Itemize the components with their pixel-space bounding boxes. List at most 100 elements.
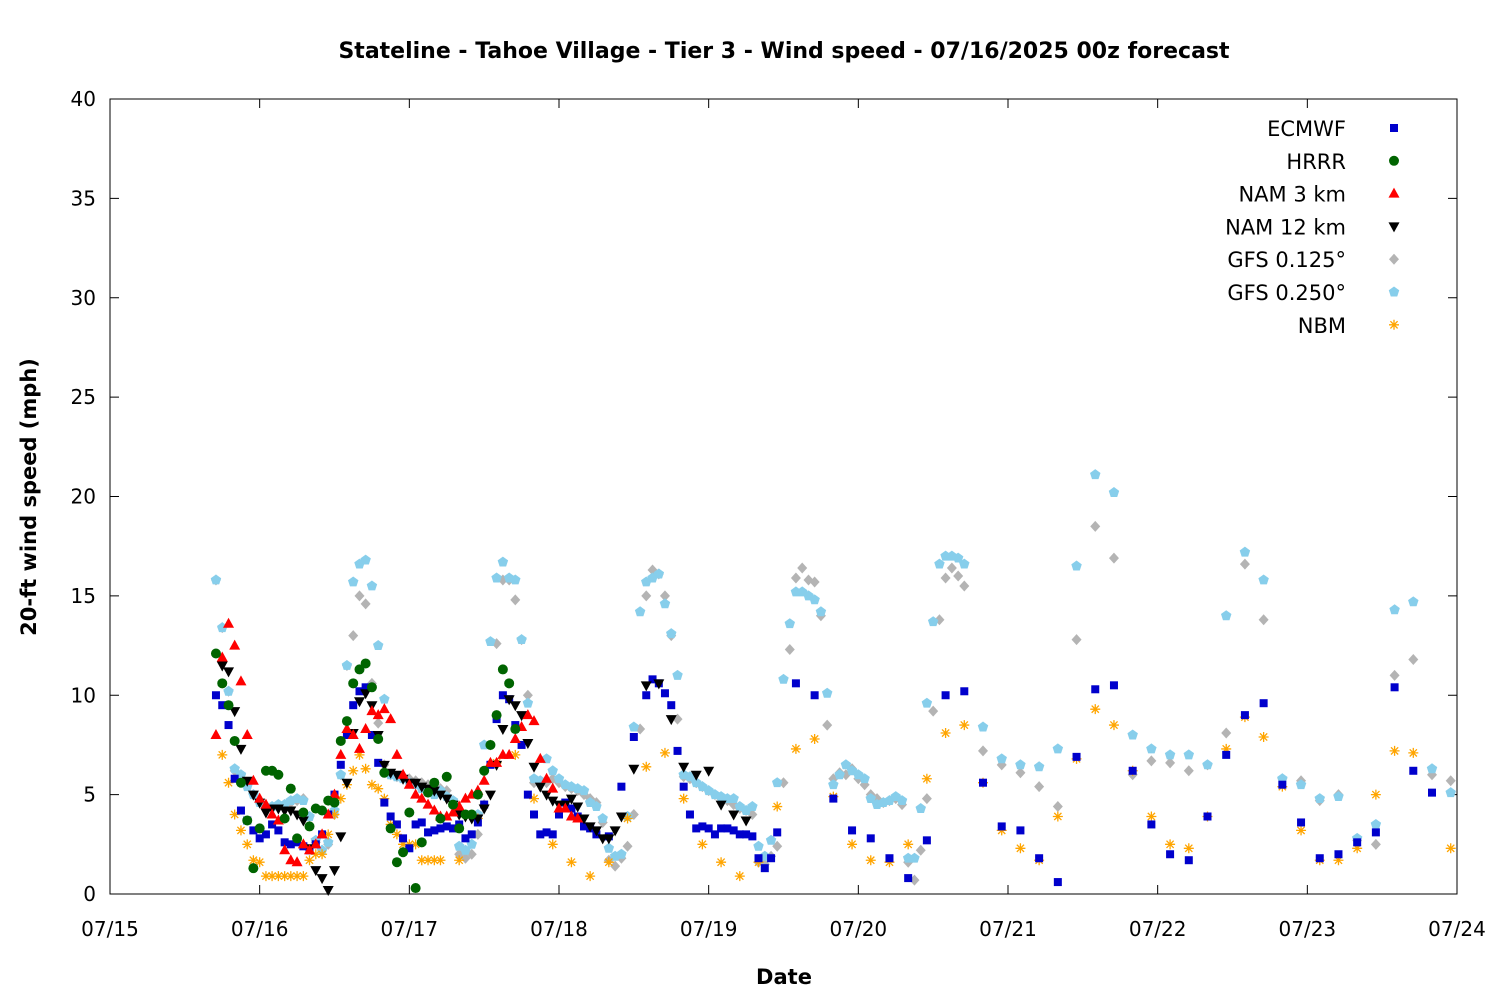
data-point: [685, 810, 694, 819]
data-point: [372, 640, 384, 651]
data-point: [541, 772, 553, 783]
data-point: [472, 789, 483, 800]
data-point: [1052, 743, 1064, 754]
data-point: [1183, 765, 1194, 777]
data-point: [260, 798, 272, 809]
data-point: [542, 828, 551, 837]
data-point: [1445, 843, 1456, 854]
data-point: [1222, 750, 1231, 759]
data-point: [921, 697, 933, 708]
data-point: [679, 782, 688, 791]
data-point: [834, 769, 845, 780]
data-point: [1297, 818, 1306, 827]
data-point: [428, 804, 440, 815]
data-point: [548, 830, 557, 839]
data-point: [678, 762, 690, 773]
data-point: [459, 792, 471, 803]
data-point: [235, 675, 247, 686]
data-point: [378, 703, 390, 714]
data-point: [1128, 766, 1137, 775]
data-point: [217, 678, 228, 689]
data-point: [317, 849, 328, 860]
data-point: [360, 598, 371, 610]
data-point: [703, 766, 715, 777]
data-point: [1033, 761, 1045, 772]
data-point: [710, 830, 719, 839]
x-tick-label: 07/23: [1279, 917, 1337, 941]
data-point: [960, 687, 969, 696]
data-point: [273, 769, 284, 780]
series-ecmwf: [211, 675, 1437, 887]
data-point: [790, 572, 801, 584]
x-tick-label: 07/21: [979, 917, 1037, 941]
data-point: [659, 747, 670, 758]
data-point: [478, 774, 490, 785]
data-point: [335, 793, 346, 804]
legend-label: NAM 12 km: [1225, 215, 1346, 239]
data-point: [1203, 812, 1212, 821]
data-point: [1428, 788, 1437, 797]
data-point: [236, 806, 245, 815]
data-point: [417, 818, 426, 827]
data-point: [411, 820, 420, 829]
data-point: [590, 826, 602, 837]
data-point: [1295, 779, 1307, 790]
data-point: [385, 713, 397, 724]
data-point: [1164, 749, 1176, 760]
data-point: [1445, 787, 1456, 798]
data-point: [516, 634, 527, 645]
data-point: [585, 871, 596, 882]
legend-marker: [1389, 155, 1399, 166]
data-point: [347, 729, 359, 739]
data-point: [771, 777, 783, 788]
data-point: [285, 871, 296, 882]
data-point: [603, 857, 614, 868]
data-point: [772, 801, 783, 812]
data-point: [1314, 793, 1325, 804]
data-point: [760, 864, 769, 873]
data-point: [555, 810, 563, 819]
legend-marker: [1388, 222, 1400, 233]
data-point: [279, 813, 290, 824]
data-point: [603, 834, 615, 845]
data-point: [1370, 818, 1382, 829]
data-point: [229, 735, 240, 746]
data-point: [498, 691, 507, 700]
data-point: [934, 558, 945, 569]
data-point: [904, 874, 913, 883]
data-point: [728, 810, 740, 821]
data-point: [603, 842, 615, 853]
plot-marks: [210, 469, 1456, 897]
data-point: [285, 854, 297, 865]
data-point: [516, 711, 528, 722]
data-point: [1127, 729, 1138, 740]
data-point: [640, 681, 652, 692]
data-point: [536, 830, 545, 839]
data-point: [268, 820, 277, 829]
data-point: [659, 590, 670, 602]
data-point: [959, 558, 970, 569]
data-point: [497, 725, 509, 736]
data-point: [341, 659, 353, 670]
data-point: [1445, 775, 1456, 787]
data-point: [1165, 757, 1176, 769]
data-point: [297, 838, 309, 849]
data-point: [791, 679, 800, 688]
y-tick-label: 10: [71, 683, 96, 707]
data-point: [648, 675, 657, 684]
data-point: [1015, 843, 1026, 854]
data-point: [436, 824, 445, 833]
data-point: [609, 826, 621, 837]
data-point: [322, 886, 334, 897]
data-point: [441, 794, 453, 805]
data-point: [927, 616, 939, 627]
data-point: [628, 721, 640, 732]
data-point: [448, 799, 459, 810]
data-point: [373, 733, 384, 744]
data-point: [665, 715, 677, 726]
data-point: [1015, 767, 1026, 779]
data-point: [274, 826, 283, 835]
data-point: [1071, 560, 1082, 571]
data-point: [1352, 843, 1363, 854]
data-point: [809, 594, 820, 605]
